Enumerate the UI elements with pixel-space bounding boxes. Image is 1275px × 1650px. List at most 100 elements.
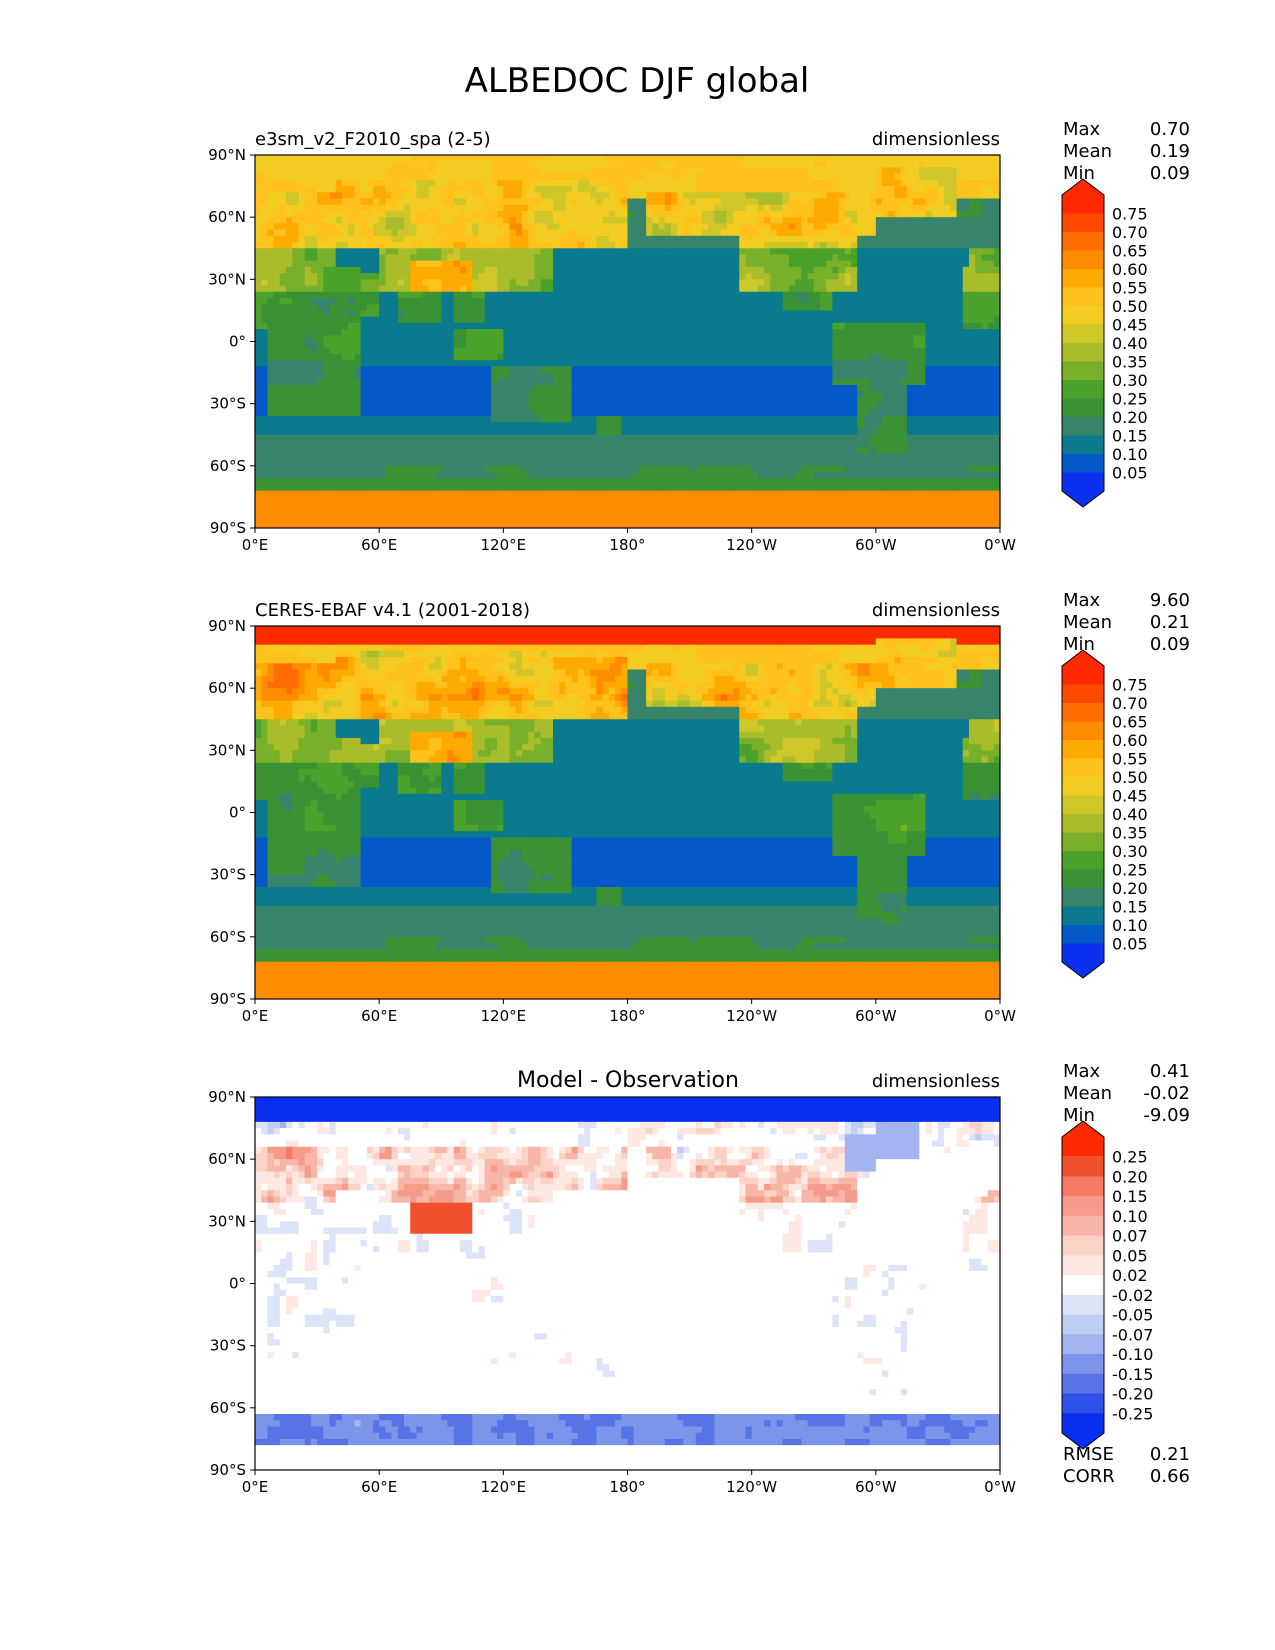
map-cell xyxy=(845,273,852,280)
map-cell xyxy=(795,360,802,367)
map-cell xyxy=(379,317,386,324)
map-cell xyxy=(646,223,653,230)
map-cell xyxy=(323,397,330,404)
map-cell xyxy=(919,180,926,187)
map-cell xyxy=(634,298,641,305)
map-cell xyxy=(274,404,281,411)
map-cell xyxy=(938,354,945,361)
map-cell xyxy=(808,155,815,162)
map-cell xyxy=(919,323,926,330)
map-cell xyxy=(528,248,535,255)
map-cell xyxy=(311,223,318,230)
map-cell xyxy=(485,199,492,206)
map-cell xyxy=(429,354,436,361)
map-cell xyxy=(808,261,815,268)
map-cell xyxy=(876,304,883,311)
map-cell xyxy=(559,354,566,361)
map-cell xyxy=(634,310,641,317)
map-cell xyxy=(590,335,597,342)
map-cell xyxy=(609,366,616,373)
map-cell xyxy=(479,310,486,317)
map-cell xyxy=(783,223,790,230)
map-cell xyxy=(907,273,914,280)
map-cell xyxy=(919,310,926,317)
map-cell xyxy=(814,248,821,255)
map-cell xyxy=(839,366,846,373)
map-cell xyxy=(733,217,740,224)
map-cell xyxy=(541,348,548,355)
map-cell xyxy=(882,286,889,293)
map-cell xyxy=(777,317,784,324)
map-cell xyxy=(441,329,448,336)
map-cell xyxy=(696,205,703,212)
map-cell xyxy=(534,223,541,230)
map-cell xyxy=(969,236,976,243)
map-cell xyxy=(404,254,411,261)
map-cell xyxy=(491,186,498,193)
map-cell xyxy=(801,167,808,174)
map-cell xyxy=(708,310,715,317)
map-cell xyxy=(981,223,988,230)
map-cell xyxy=(404,167,411,174)
map-cell xyxy=(957,379,964,386)
map-cell xyxy=(938,329,945,336)
map-cell xyxy=(274,236,281,243)
map-cell xyxy=(628,223,635,230)
map-cell xyxy=(565,404,572,411)
map-cell xyxy=(404,404,411,411)
map-cell xyxy=(609,236,616,243)
map-cell xyxy=(541,180,548,187)
map-cell xyxy=(888,397,895,404)
map-cell xyxy=(528,167,535,174)
map-cell xyxy=(596,397,603,404)
map-cell xyxy=(317,161,324,168)
map-cell xyxy=(441,267,448,274)
map-cell xyxy=(733,205,740,212)
map-cell xyxy=(671,279,678,286)
map-cell xyxy=(485,211,492,218)
map-cell xyxy=(628,186,635,193)
map-cell xyxy=(646,205,653,212)
map-cell xyxy=(429,192,436,199)
map-cell xyxy=(305,323,312,330)
map-cell xyxy=(603,323,610,330)
map-cell xyxy=(590,354,597,361)
map-cell xyxy=(969,192,976,199)
map-cell xyxy=(677,155,684,162)
map-cell xyxy=(317,186,324,193)
map-cell xyxy=(379,205,386,212)
map-cell xyxy=(479,248,486,255)
map-cell xyxy=(770,223,777,230)
map-cell xyxy=(652,348,659,355)
map-cell xyxy=(882,342,889,349)
map-cell xyxy=(416,205,423,212)
map-cell xyxy=(317,410,324,417)
map-cell xyxy=(609,286,616,293)
map-cell xyxy=(454,217,461,224)
map-cell xyxy=(770,317,777,324)
map-cell xyxy=(652,317,659,324)
map-cell xyxy=(882,397,889,404)
map-cell xyxy=(727,298,734,305)
map-cell xyxy=(261,273,268,280)
map-cell xyxy=(969,292,976,299)
map-cell xyxy=(702,310,709,317)
map-cell xyxy=(646,373,653,380)
map-cell xyxy=(888,199,895,206)
map-cell xyxy=(286,279,293,286)
map-cell xyxy=(888,248,895,255)
map-cell xyxy=(534,348,541,355)
map-cell xyxy=(373,286,380,293)
map-cell xyxy=(423,329,430,336)
map-cell xyxy=(814,174,821,181)
map-cell xyxy=(677,348,684,355)
map-cell xyxy=(851,373,858,380)
map-cell xyxy=(354,180,361,187)
map-cell xyxy=(634,248,641,255)
map-cell xyxy=(628,192,635,199)
map-cell xyxy=(926,223,933,230)
map-cell xyxy=(944,261,951,268)
map-cell xyxy=(932,180,939,187)
map-cell xyxy=(919,155,926,162)
map-cell xyxy=(590,254,597,261)
